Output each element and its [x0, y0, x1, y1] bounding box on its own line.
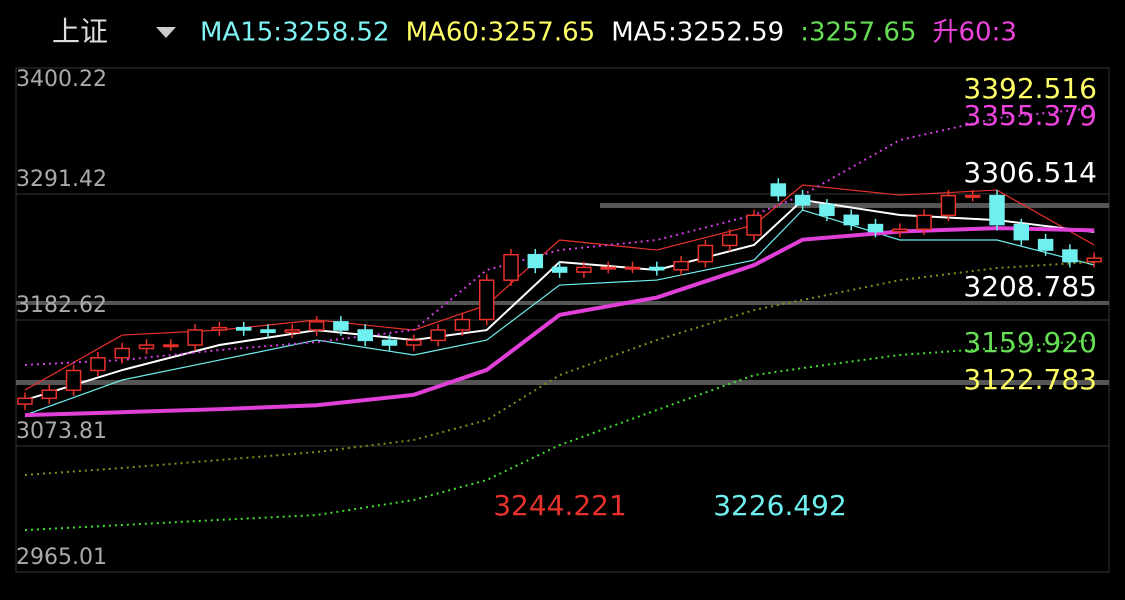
candle-body: [211, 326, 228, 331]
plot: 3400.22 3291.42 3182.62 3073.81 2965.01 3392.…: [16, 67, 1109, 573]
y-tick-label: 3182.62: [16, 293, 107, 318]
y-tick-label: 2965.01: [16, 545, 107, 570]
candle-body: [187, 329, 203, 346]
indicator: MA5:3252.59: [611, 18, 784, 48]
candle-body: [721, 234, 738, 247]
candle-body: [624, 266, 641, 270]
candle-body: [454, 318, 471, 331]
candle-body: [235, 326, 252, 331]
candle-body: [1086, 257, 1102, 263]
dropdown-arrow[interactable]: [156, 27, 176, 38]
index-name[interactable]: 上证: [52, 15, 108, 48]
price-annotation: 3208.785: [963, 270, 1097, 303]
candle-body: [17, 397, 33, 405]
candle-body: [551, 266, 568, 273]
candle-body: [1037, 238, 1054, 251]
indicator: MA60:3257.65: [406, 18, 596, 48]
candle-body: [478, 279, 495, 321]
price-annotation: 3392.516: [963, 72, 1097, 105]
candle-body: [333, 321, 349, 331]
candle-body: [673, 260, 689, 271]
candle-body: [406, 339, 422, 346]
y-tick-label: 3291.42: [16, 167, 107, 192]
candle-body: [308, 321, 325, 331]
level-band: [16, 380, 1109, 385]
candle-body: [284, 329, 301, 334]
indicator: 升60:3: [933, 18, 1017, 48]
price-annotation: 3122.783: [963, 363, 1097, 396]
candle-body: [357, 329, 373, 342]
price-annotation: 3306.514: [963, 156, 1097, 189]
candle-body: [163, 344, 179, 348]
candle-body: [503, 253, 519, 281]
candle-body: [649, 266, 665, 271]
level-band: [16, 301, 1109, 305]
price-annotation: 3226.492: [713, 489, 847, 522]
candle-body: [430, 329, 446, 342]
candle-body: [964, 194, 981, 198]
price-annotation: 3244.221: [493, 489, 627, 522]
level-band: [600, 203, 1109, 208]
candle-body: [989, 194, 1005, 226]
candle-body: [697, 244, 714, 263]
indicator: MA15:3258.52: [200, 18, 390, 48]
candle-body: [916, 214, 932, 230]
candle-body: [770, 183, 787, 197]
candle-body: [260, 329, 276, 334]
candle-body: [381, 339, 398, 346]
candle-body: [600, 266, 616, 270]
candle-body: [867, 223, 884, 233]
candle-body: [843, 214, 859, 226]
candle-body: [90, 357, 106, 372]
candle-body: [794, 194, 811, 206]
indicator-line: [24, 209, 1095, 416]
candle-body: [1013, 223, 1030, 241]
y-tick-label: 3400.22: [16, 67, 107, 92]
price-annotation: 3355.379: [963, 99, 1097, 132]
indicator: :3257.65: [800, 18, 916, 48]
candle-body: [138, 344, 155, 350]
candle-body: [892, 228, 908, 233]
y-tick-label: 3073.81: [16, 419, 107, 444]
candle-body: [114, 347, 130, 359]
indicator-line: [24, 339, 1095, 532]
candle-body: [41, 389, 58, 400]
candle-body: [576, 266, 592, 273]
candle-body: [1062, 249, 1078, 263]
candle-body: [940, 194, 957, 217]
candle-body: [819, 204, 835, 217]
price-annotation: 3159.920: [963, 326, 1097, 359]
candle-body: [746, 214, 762, 236]
candle-body: [527, 253, 544, 269]
candle-body: [65, 369, 82, 391]
